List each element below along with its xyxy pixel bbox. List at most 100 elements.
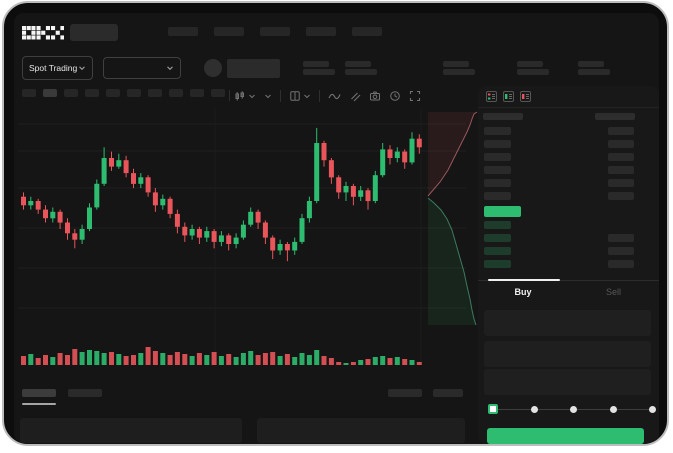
stat-value-placeholder — [578, 69, 610, 75]
overlay-icon — [290, 91, 300, 101]
stat-value-placeholder — [517, 69, 549, 75]
nav-item-placeholder[interactable] — [168, 27, 198, 36]
nav-item-placeholder[interactable] — [352, 27, 382, 36]
interval-chip[interactable] — [148, 89, 162, 97]
ask-price-bar[interactable] — [484, 127, 511, 135]
slider-dots — [488, 402, 656, 416]
interval-dropdown-button[interactable] — [264, 92, 272, 100]
stat-label-placeholder — [303, 61, 329, 67]
slider-step-dot[interactable] — [649, 405, 656, 413]
toolbar-divider — [280, 90, 281, 102]
last-price-bar[interactable] — [484, 206, 521, 217]
camera-icon — [370, 91, 380, 101]
tab-buy[interactable]: Buy — [514, 287, 532, 297]
chevron-down-icon — [304, 94, 310, 99]
ask-amount-bar[interactable] — [608, 153, 634, 161]
okx-logo[interactable] — [22, 26, 64, 40]
toolbar-divider — [319, 90, 320, 102]
fullscreen-button[interactable] — [409, 90, 421, 102]
orders-panel-placeholder — [257, 418, 465, 443]
book-asks-icon[interactable] — [520, 91, 531, 102]
interval-chip[interactable] — [106, 89, 120, 97]
stat-label-placeholder — [578, 61, 604, 67]
price-field[interactable] — [484, 310, 651, 336]
bottom-action-chip[interactable] — [433, 389, 463, 397]
token-avatar — [204, 59, 222, 77]
app-window: Spot Trading — [14, 13, 659, 444]
bid-amount-bar[interactable] — [608, 247, 634, 255]
slider-step-dot[interactable] — [530, 405, 538, 413]
bottom-action-chip[interactable] — [388, 389, 422, 397]
bid-price-bar[interactable] — [484, 260, 511, 268]
total-field[interactable] — [484, 369, 651, 395]
interval-chip[interactable] — [22, 89, 36, 97]
pair-select[interactable] — [103, 57, 181, 79]
divider — [478, 280, 659, 281]
ask-price-bar[interactable] — [484, 153, 511, 161]
ask-price-bar[interactable] — [484, 179, 511, 187]
ask-price-bar[interactable] — [484, 192, 511, 200]
screenshot-button[interactable] — [369, 90, 381, 102]
ask-amount-bar[interactable] — [608, 140, 634, 148]
bid-amount-bar[interactable] — [608, 234, 634, 242]
buy-submit-button[interactable] — [487, 428, 644, 444]
slider-step-dot[interactable] — [570, 405, 577, 413]
interval-chip[interactable] — [190, 89, 204, 97]
market-type-select[interactable]: Spot Trading — [22, 56, 93, 80]
interval-chip[interactable] — [127, 89, 141, 97]
indicator-button[interactable] — [328, 90, 341, 102]
book-amount-header-placeholder — [595, 113, 635, 120]
bid-price-bar[interactable] — [484, 234, 511, 242]
book-bids-icon[interactable] — [503, 91, 514, 102]
chevron-down-icon — [265, 94, 271, 99]
interval-chip[interactable] — [85, 89, 99, 97]
buy-tab-indicator — [488, 279, 560, 281]
ask-amount-bar[interactable] — [608, 127, 634, 135]
slider-handle-active[interactable] — [488, 404, 498, 414]
nav-item-placeholder[interactable] — [260, 27, 290, 36]
ask-amount-bar[interactable] — [608, 179, 634, 187]
interval-chip[interactable] — [64, 89, 78, 97]
fullscreen-icon — [409, 90, 421, 102]
overlay-button[interactable] — [289, 90, 311, 102]
stat-label-placeholder — [345, 61, 371, 67]
amount-field[interactable] — [484, 341, 651, 367]
nav-item-placeholder[interactable] — [214, 27, 244, 36]
candle-style-icon — [235, 91, 244, 101]
ask-amount-bar[interactable] — [608, 166, 634, 174]
candlestick-chart[interactable] — [14, 108, 478, 398]
ask-amount-bar[interactable] — [608, 192, 634, 200]
bottom-tab-active[interactable] — [22, 389, 56, 397]
interval-chip[interactable] — [169, 89, 183, 97]
book-view-modes — [486, 91, 531, 102]
history-button[interactable] — [389, 90, 401, 102]
chart-toolbar-icons — [234, 87, 421, 105]
bottom-tab[interactable] — [68, 389, 102, 397]
bottom-tab-indicator — [22, 403, 56, 405]
bid-price-bar[interactable] — [484, 247, 511, 255]
ask-price-bar[interactable] — [484, 166, 511, 174]
ask-price-bar[interactable] — [484, 140, 511, 148]
history-clock-icon — [390, 91, 400, 101]
interval-chip[interactable] — [211, 89, 225, 97]
amount-percent-slider[interactable] — [488, 402, 656, 416]
stat-value-placeholder — [303, 69, 335, 75]
slider-step-dot[interactable] — [609, 405, 617, 413]
pair-title-placeholder — [227, 59, 280, 78]
indicator-wave-icon — [328, 93, 341, 100]
chevron-down-icon — [167, 66, 173, 71]
bid-amount-bar[interactable] — [608, 260, 634, 268]
interval-chip[interactable] — [43, 89, 57, 97]
toolbar-divider — [229, 90, 230, 101]
compare-button[interactable] — [349, 90, 361, 102]
order-book-panel: Buy Sell — [478, 86, 659, 444]
candle-style-button[interactable] — [234, 90, 256, 102]
tab-sell[interactable]: Sell — [605, 287, 621, 297]
nav-item-placeholder[interactable] — [306, 27, 336, 36]
book-all-icon[interactable] — [486, 91, 497, 102]
stat-value-placeholder — [345, 69, 377, 75]
market-type-label: Spot Trading — [29, 63, 78, 73]
bid-price-bar[interactable] — [484, 221, 511, 229]
stat-label-placeholder — [517, 61, 543, 67]
divider — [478, 107, 659, 108]
